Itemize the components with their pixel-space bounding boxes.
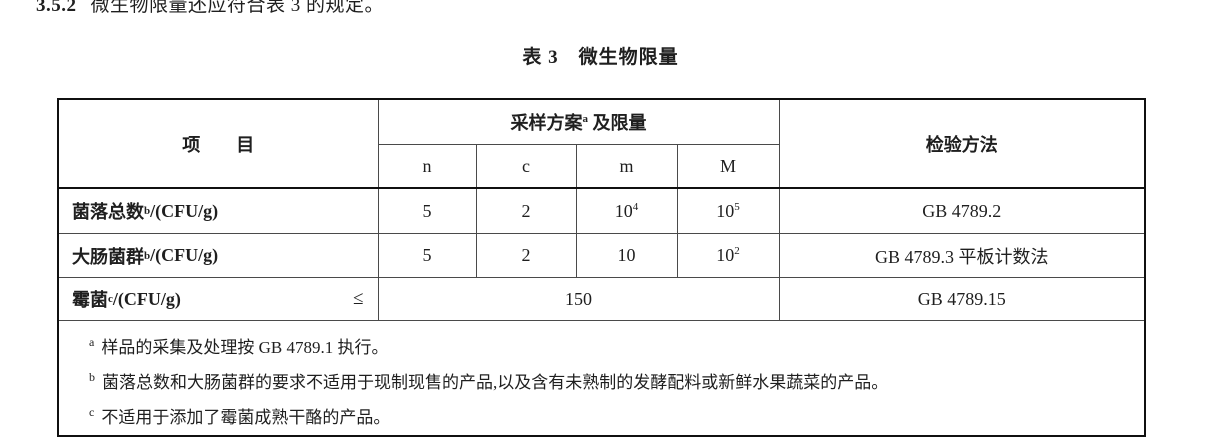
value-text: 2 [521,200,531,221]
value-exp: 5 [734,200,740,213]
microbial-limits-table: 项 目 采样方案a 及限量 检验方法 n c m M 菌落总数 b/(CFU/g)… [57,98,1146,437]
value-M: 102 [676,233,780,278]
item-unit: /(CFU/g) [112,288,181,309]
header-sampling-plan: 采样方案a 及限量 [377,98,780,145]
clause-text: 微生物限量还应符合表 3 的规定。 [90,0,385,16]
value-n: 5 [377,233,477,278]
footnote-text: 样品的采集及处理按 GB 4789.1 执行。 [101,338,389,357]
footnote-text: 不适用于添加了霉菌成熟干酪的产品。 [101,408,391,427]
footnote-a: a 样品的采集及处理按 GB 4789.1 执行。 [89,330,1132,365]
table-row-coliforms: 大肠菌群 b/(CFU/g) 5 2 10 102 GB 4789.3 平板计数法 [57,233,1146,278]
value-text: 10 [716,245,735,265]
method-cell: GB 4789.3 平板计数法 [778,233,1146,278]
item-cell: 霉菌 c/(CFU/g) ≤ [57,277,379,321]
value-text: 10 [614,200,633,221]
subcol-n: n [377,144,477,189]
method-cell: GB 4789.15 [778,277,1146,321]
table-row-moulds: 霉菌 c/(CFU/g) ≤ 150 GB 4789.15 [57,277,1146,321]
value-exp: 4 [632,200,639,213]
value-m: 10 [575,233,678,278]
subcol-m: m [575,144,678,189]
sampling-plan-text: 采样方案 [510,113,583,133]
subcol-M: M [676,144,780,189]
clause-heading: 3.5.2 微生物限量还应符合表 3 的规定。 [36,0,384,17]
item-name: 菌落总数 [72,202,144,222]
value-c: 2 [475,233,577,278]
value-text: 10 [716,200,735,221]
value-text: 2 [521,245,531,265]
item-cell: 大肠菌群 b/(CFU/g) [57,233,379,278]
value-n: 5 [377,187,477,234]
item-unit: /(CFU/g) [150,245,219,265]
item-cell: 菌落总数 b/(CFU/g) [57,187,379,234]
item-name: 霉菌 [72,290,108,310]
footnotes-row: a 样品的采集及处理按 GB 4789.1 执行。 b 菌落总数和大肠菌群的要求不适… [57,320,1146,437]
value-c: 2 [475,187,577,234]
footnote-b: b 菌落总数和大肠菌群的要求不适用于现制现售的产品,以及含有未熟制的发酵配料或新鲜… [89,365,1132,400]
table-title: 表 3 微生物限量 [522,47,679,68]
merged-limit-cell: 150 [377,277,780,321]
header-row-1: 项 目 采样方案a 及限量 检验方法 [57,98,1146,189]
footnote-marker: b [89,370,95,385]
value-text: 10 [617,245,636,265]
footnote-c: c 不适用于添加了霉菌成熟干酪的产品。 [89,400,1132,435]
value-text: 5 [422,245,432,265]
method-cell: GB 4789.2 [778,187,1146,234]
sampling-plan-suffix: 及限量 [588,113,647,133]
table-row-total-plate-count: 菌落总数 b/(CFU/g) 5 2 104 105 GB 4789.2 [57,187,1146,234]
subcol-c: c [475,144,577,189]
header-item: 项 目 [57,98,379,189]
clause-number: 3.5.2 [36,0,77,16]
value-m: 104 [575,187,678,234]
header-method: 检验方法 [778,98,1146,189]
footnotes-cell: a 样品的采集及处理按 GB 4789.1 执行。 b 菌落总数和大肠菌群的要求不适… [57,320,1146,437]
sampling-plan-note: a [582,113,589,125]
footnote-marker: a [89,335,95,350]
less-equal-operator: ≤ [353,288,364,309]
value-exp: 2 [734,245,740,257]
footnote-text: 菌落总数和大肠菌群的要求不适用于现制现售的产品,以及含有未熟制的发酵配料或新鲜水… [102,373,889,392]
value-M: 105 [676,187,780,234]
value-text: 5 [422,200,432,221]
item-unit: /(CFU/g) [150,200,219,221]
item-name: 大肠菌群 [72,246,144,267]
footnote-marker: c [89,405,95,420]
header-row-2: n c m M [58,144,1145,189]
